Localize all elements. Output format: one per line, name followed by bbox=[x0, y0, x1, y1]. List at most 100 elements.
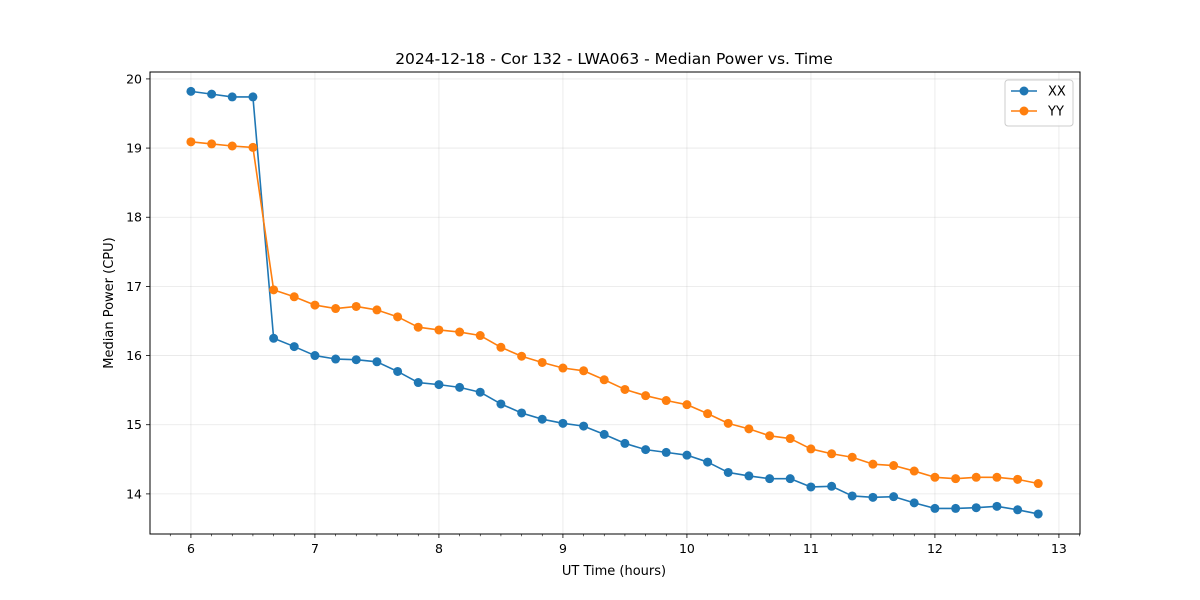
data-point-yy bbox=[579, 366, 589, 376]
data-point-yy bbox=[1013, 474, 1023, 484]
data-point-yy bbox=[744, 424, 754, 434]
data-point-xx bbox=[579, 421, 589, 431]
data-point-xx bbox=[496, 399, 506, 409]
x-tick-label: 8 bbox=[435, 541, 443, 556]
data-point-xx bbox=[207, 89, 217, 99]
data-point-yy bbox=[310, 300, 320, 310]
y-tick-label: 17 bbox=[126, 279, 142, 294]
data-point-yy bbox=[186, 137, 196, 147]
y-tick-label: 16 bbox=[126, 348, 142, 363]
data-point-yy bbox=[227, 141, 237, 151]
data-point-yy bbox=[909, 466, 919, 476]
data-point-xx bbox=[847, 491, 857, 501]
data-point-xx bbox=[868, 492, 878, 502]
x-axis: 6 7 8 9 10 11 12 13 bbox=[169, 534, 1080, 556]
y-tick-label: 14 bbox=[126, 486, 142, 501]
x-axis-label: UT Time (hours) bbox=[562, 564, 666, 579]
data-point-xx bbox=[951, 503, 961, 513]
x-tick-label: 13 bbox=[1051, 541, 1067, 556]
data-point-xx bbox=[434, 380, 444, 390]
data-point-xx bbox=[889, 492, 899, 502]
data-point-xx bbox=[930, 503, 940, 513]
data-point-yy bbox=[207, 139, 217, 149]
data-point-yy bbox=[868, 459, 878, 469]
data-point-yy bbox=[413, 322, 423, 332]
data-point-yy bbox=[455, 327, 465, 337]
plot-frame bbox=[149, 71, 1081, 535]
data-point-yy bbox=[475, 331, 485, 341]
data-point-yy bbox=[289, 292, 299, 302]
data-point-yy bbox=[827, 449, 837, 459]
data-point-xx bbox=[269, 333, 279, 343]
legend-label-xx: XX bbox=[1048, 85, 1066, 100]
data-point-xx bbox=[909, 498, 919, 508]
data-point-yy bbox=[847, 452, 857, 462]
data-point-yy bbox=[620, 384, 630, 394]
y-tick-label: 20 bbox=[126, 71, 142, 86]
data-point-xx bbox=[351, 355, 361, 365]
data-point-xx bbox=[992, 501, 1002, 511]
data-point-yy bbox=[992, 472, 1002, 482]
legend: XX YY bbox=[1004, 79, 1074, 127]
y-tick-label: 15 bbox=[126, 417, 142, 432]
data-point-yy bbox=[661, 396, 671, 406]
data-point-xx bbox=[785, 474, 795, 484]
legend-label-yy: YY bbox=[1047, 105, 1064, 120]
data-point-xx bbox=[682, 450, 692, 460]
data-point-yy bbox=[765, 431, 775, 441]
data-point-xx bbox=[1013, 505, 1023, 515]
data-point-yy bbox=[785, 434, 795, 444]
data-point-yy bbox=[517, 351, 527, 361]
data-point-yy bbox=[682, 400, 692, 410]
data-point-xx bbox=[331, 354, 341, 364]
data-point-xx bbox=[393, 366, 403, 376]
data-point-xx bbox=[971, 503, 981, 513]
data-point-xx bbox=[227, 92, 237, 102]
data-point-xx bbox=[765, 474, 775, 484]
data-point-xx bbox=[289, 342, 299, 352]
data-point-yy bbox=[806, 444, 816, 454]
data-point-xx bbox=[372, 357, 382, 367]
grid bbox=[150, 72, 1080, 534]
data-point-xx bbox=[620, 438, 630, 448]
legend-marker-yy bbox=[1019, 106, 1029, 116]
x-tick-label: 6 bbox=[187, 541, 195, 556]
data-point-yy bbox=[599, 375, 609, 385]
data-point-yy bbox=[351, 301, 361, 311]
data-point-xx bbox=[186, 86, 196, 96]
data-point-yy bbox=[434, 325, 444, 335]
data-point-xx bbox=[455, 382, 465, 392]
data-point-xx bbox=[827, 481, 837, 491]
data-point-yy bbox=[641, 391, 651, 401]
data-point-yy bbox=[930, 472, 940, 482]
data-point-xx bbox=[661, 447, 671, 457]
y-tick-label: 19 bbox=[126, 141, 142, 156]
data-point-xx bbox=[475, 387, 485, 397]
data-point-xx bbox=[248, 92, 258, 102]
x-tick-label: 7 bbox=[311, 541, 319, 556]
data-point-xx bbox=[599, 429, 609, 439]
data-point-xx bbox=[537, 414, 547, 424]
data-point-yy bbox=[393, 312, 403, 322]
series-layer bbox=[186, 86, 1043, 519]
x-tick-label: 12 bbox=[927, 541, 943, 556]
data-point-yy bbox=[558, 363, 568, 373]
data-point-xx bbox=[806, 482, 816, 492]
data-point-yy bbox=[971, 472, 981, 482]
data-point-yy bbox=[248, 142, 258, 152]
data-point-xx bbox=[1033, 509, 1043, 519]
data-point-yy bbox=[723, 418, 733, 428]
data-point-xx bbox=[744, 471, 754, 481]
data-point-xx bbox=[413, 378, 423, 388]
data-point-xx bbox=[703, 457, 713, 467]
legend-marker-xx bbox=[1019, 86, 1029, 96]
y-axis: 14 15 16 17 18 19 20 bbox=[126, 71, 150, 501]
data-point-yy bbox=[1033, 479, 1043, 489]
chart-title: 2024-12-18 - Cor 132 - LWA063 - Median P… bbox=[395, 50, 833, 68]
data-point-yy bbox=[269, 285, 279, 295]
data-point-xx bbox=[517, 408, 527, 418]
y-axis-label: Median Power (CPU) bbox=[102, 237, 117, 368]
data-point-yy bbox=[889, 461, 899, 471]
data-point-xx bbox=[558, 418, 568, 428]
